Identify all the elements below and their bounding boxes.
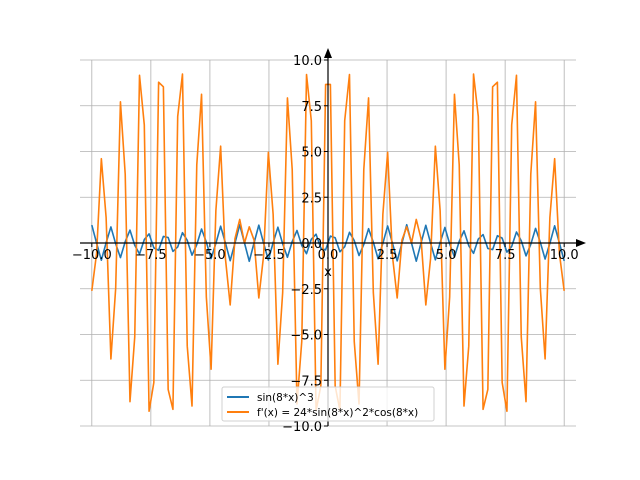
legend: sin(8*x)^3 f'(x) = 24*sin(8*x)^2*cos(8*x) xyxy=(221,386,435,422)
legend-label-2: f'(x) = 24*sin(8*x)^2*cos(8*x) xyxy=(257,407,418,419)
y-tick-label: 7.5 xyxy=(301,100,322,115)
y-tick-label: 0.0 xyxy=(301,237,322,252)
tick-labels: −10.0 −7.5 −5.0 −2.5 0.0 2.5 5.0 7.5 10.0 −10.0 −7… xyxy=(72,54,579,435)
legend-box xyxy=(221,386,435,422)
x-tick-label: 5.0 xyxy=(436,248,457,263)
y-tick-label: 2.5 xyxy=(301,191,322,206)
x-tick-label: 7.5 xyxy=(495,248,516,263)
axes xyxy=(80,48,586,426)
y-tick-label: −5.0 xyxy=(290,329,322,344)
y-tick-label: −10.0 xyxy=(282,420,322,435)
y-tick-label: 10.0 xyxy=(293,54,322,69)
x-tick-label: 0.0 xyxy=(318,248,339,263)
x-tick-label: −5.0 xyxy=(194,248,226,263)
x-tick-label: −2.5 xyxy=(253,248,285,263)
legend-label-1: sin(8*x)^3 xyxy=(257,392,314,404)
x-axis-label: x xyxy=(324,265,332,280)
x-tick-label: −10.0 xyxy=(72,248,112,263)
y-tick-label: −2.5 xyxy=(290,283,322,298)
y-tick-label: 5.0 xyxy=(301,146,322,161)
x-tick-label: 10.0 xyxy=(550,248,579,263)
x-tick-label: 2.5 xyxy=(377,248,398,263)
x-tick-label: −7.5 xyxy=(135,248,167,263)
y-axis-arrow-icon xyxy=(324,48,332,58)
y-tick-label: −7.5 xyxy=(290,374,322,389)
x-axis-arrow-icon xyxy=(576,239,586,247)
